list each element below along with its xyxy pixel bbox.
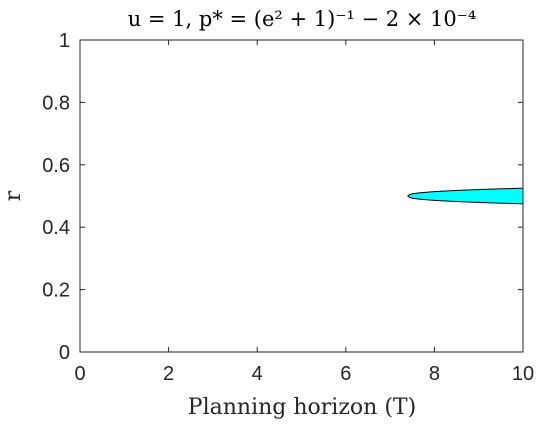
y-tick-label: 0.2 <box>42 280 70 302</box>
x-tick-label: 0 <box>74 363 85 385</box>
y-tick-label: 0.8 <box>42 92 70 114</box>
y-tick-label: 0.6 <box>42 155 70 177</box>
x-tick-label: 4 <box>252 363 263 385</box>
axis-tick-labels: 0 2 4 6 8 10 0 0.2 0.4 0.6 0.8 1 <box>42 30 534 385</box>
plot-frame <box>79 39 524 353</box>
y-tick-label: 0.4 <box>42 217 70 239</box>
x-axis-label: Planning horizon (T) <box>188 395 416 420</box>
chart-title: u = 1, p* = (e² + 1)⁻¹ − 2 × 10⁻⁴ <box>128 7 477 31</box>
x-tick-label: 2 <box>163 363 174 385</box>
x-tick-label: 6 <box>340 363 351 385</box>
y-tick-label: 0 <box>59 342 70 364</box>
x-tick-label: 8 <box>429 363 440 385</box>
y-tick-label: 1 <box>59 30 70 52</box>
y-axis-label: r <box>1 190 26 201</box>
x-tick-label: 10 <box>512 363 534 385</box>
